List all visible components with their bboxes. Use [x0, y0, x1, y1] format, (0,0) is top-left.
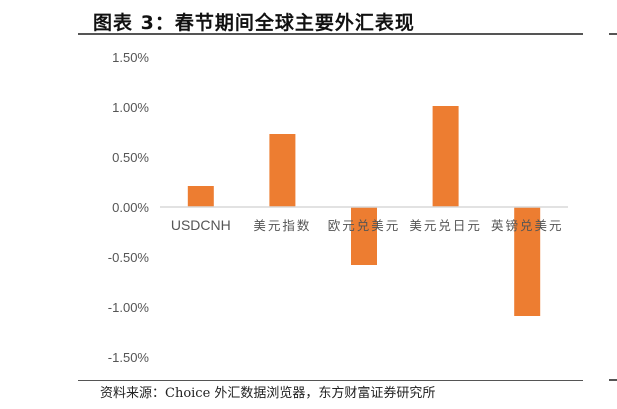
bar: [187, 186, 214, 207]
bar: [432, 106, 459, 207]
chart-title: 图表 3：春节期间全球主要外汇表现: [93, 12, 415, 34]
title-divider: [78, 33, 583, 35]
bar: [351, 207, 377, 265]
x-tick-label: 美元指数: [253, 218, 311, 233]
edge-mark: [609, 33, 617, 35]
x-tick-label: 欧元兑美元: [328, 218, 401, 233]
x-tick-label: 美元兑日元: [409, 218, 482, 233]
footer-divider: [78, 380, 583, 381]
bar: [514, 207, 541, 316]
y-tick-label: 0.50%: [112, 150, 149, 165]
x-tick-label: 英镑兑美元: [491, 218, 564, 233]
y-tick-label: 1.00%: [112, 100, 149, 115]
y-tick-label: -1.50%: [108, 350, 150, 365]
y-tick-label: 0.00%: [112, 200, 149, 215]
bar: [269, 134, 296, 207]
y-tick-label: -1.00%: [108, 300, 150, 315]
source-note: 资料来源：Choice 外汇数据浏览器，东方财富证券研究所: [100, 386, 436, 401]
x-tick-label: USDCNH: [171, 217, 231, 233]
y-tick-label: 1.50%: [112, 50, 149, 65]
edge-mark: [609, 379, 617, 381]
y-tick-label: -0.50%: [108, 250, 150, 265]
